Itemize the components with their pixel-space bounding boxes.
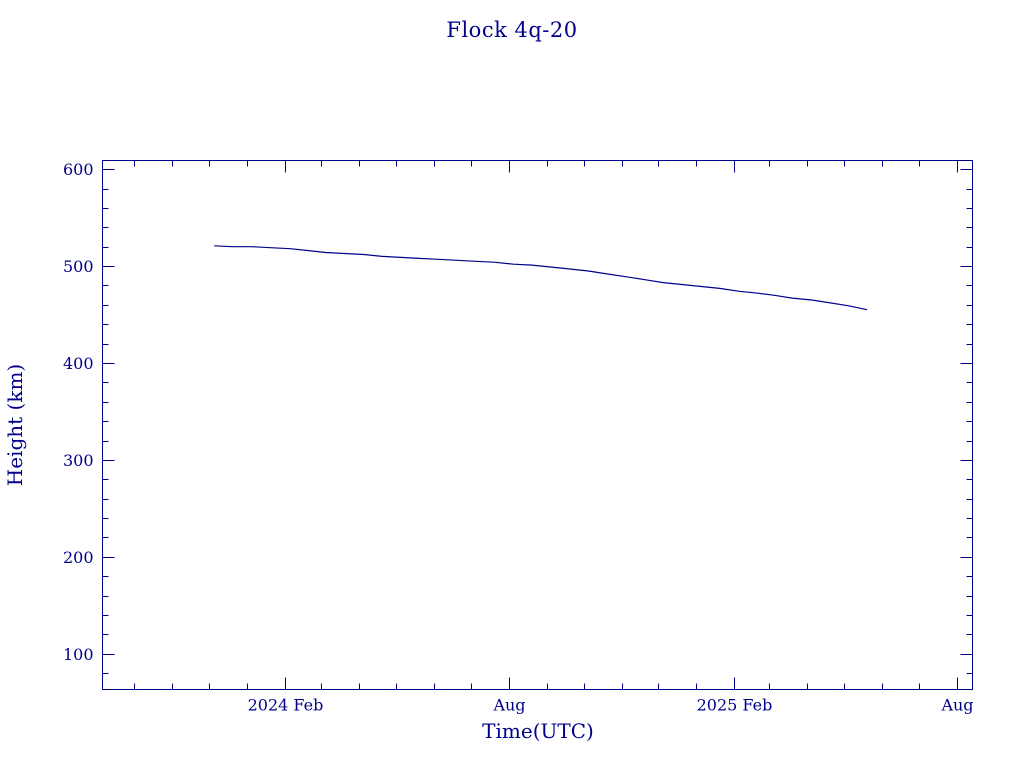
- y-tick-label: 500: [63, 257, 94, 276]
- y-tick-label: 400: [63, 354, 94, 373]
- x-axis: 2024 Feb Aug 2025 Feb Aug: [134, 160, 974, 715]
- y-tick-label: 600: [63, 160, 94, 179]
- x-axis-tick-labels: 2024 Feb Aug 2025 Feb Aug: [248, 696, 974, 715]
- y-axis-tick-labels: 100 200 300 400 500 600: [63, 160, 94, 664]
- x-axis-ticks: [134, 160, 958, 690]
- series-line: [214, 245, 868, 311]
- series-layer: [214, 245, 868, 311]
- y-tick-label: 200: [63, 548, 94, 567]
- y-axis-title: Height (km): [3, 364, 27, 486]
- y-axis-ticks: [102, 169, 973, 674]
- chart-title: Flock 4q-20: [446, 18, 577, 42]
- y-tick-label: 100: [63, 645, 94, 664]
- x-axis-title: Time(UTC): [482, 719, 594, 743]
- plot-frame: [102, 160, 973, 690]
- x-tick-label: 2024 Feb: [248, 696, 324, 715]
- x-tick-label: Aug: [492, 696, 525, 715]
- x-tick-label: 2025 Feb: [697, 696, 773, 715]
- x-tick-label: Aug: [940, 696, 973, 715]
- y-axis: 100 200 300 400 500 600: [63, 160, 973, 674]
- y-tick-label: 300: [63, 451, 94, 470]
